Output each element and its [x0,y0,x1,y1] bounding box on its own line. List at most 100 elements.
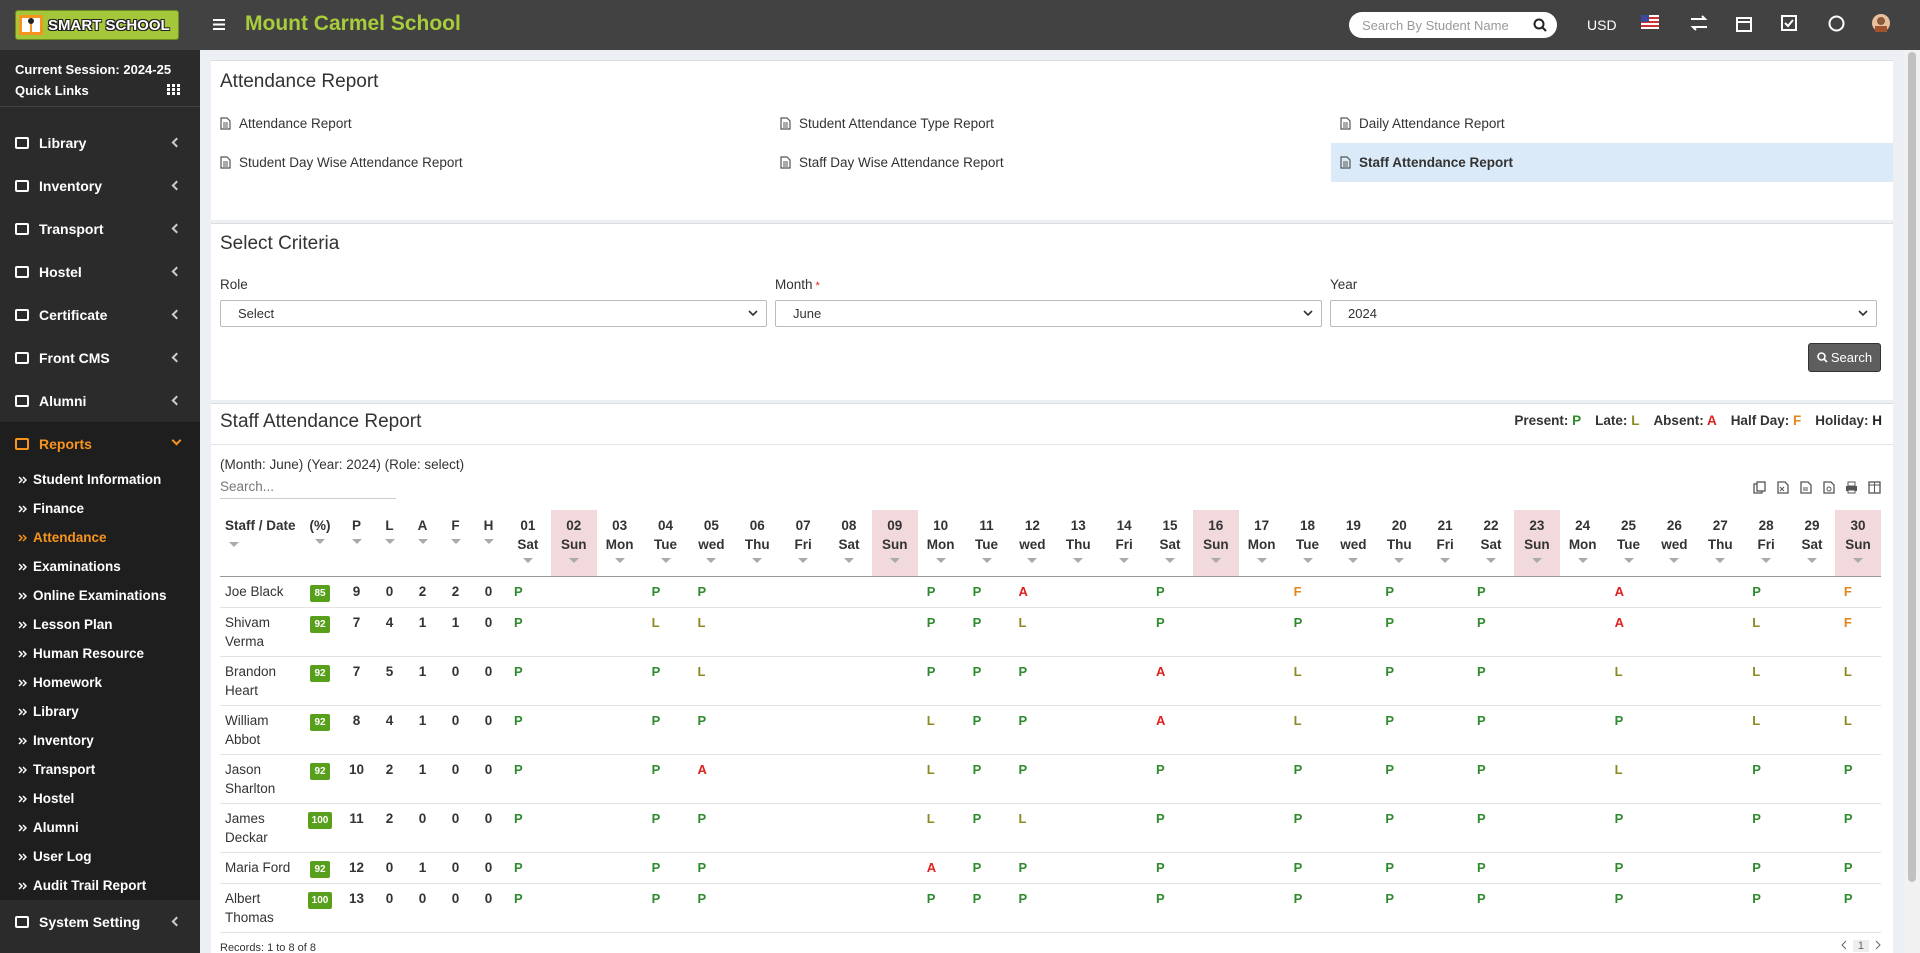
prev-page[interactable] [1841,940,1847,950]
submenu-item[interactable]: Online Examinations [0,581,200,610]
report-link[interactable]: Attendance Report [211,104,771,143]
submenu-item[interactable]: Finance [0,494,200,523]
day-header[interactable]: 05 wed [688,510,735,577]
menu-item[interactable]: Inventory [0,164,200,207]
user-avatar[interactable] [1872,14,1890,32]
day-header[interactable]: 04 Tue [642,510,689,577]
column-header[interactable]: (%) [300,510,340,577]
submenu-item[interactable]: Lesson Plan [0,610,200,639]
scrollbar[interactable] [1904,50,1920,953]
day-header[interactable]: 02 Sun [550,510,597,577]
day-header[interactable]: 27 Thu [1697,510,1744,577]
day-header[interactable]: 08 Sat [826,510,872,577]
column-header[interactable]: Staff / Date [220,510,300,577]
submenu-item[interactable]: Transport [0,755,200,784]
menu-toggle[interactable] [213,19,225,30]
student-search[interactable]: Search By Student Name [1349,12,1557,38]
menu-item[interactable]: Alumni [0,379,200,422]
report-link[interactable]: Student Day Wise Attendance Report [211,143,771,182]
day-header[interactable]: 24 Mon [1559,510,1606,577]
day-header[interactable]: 03 Mon [596,510,643,577]
task-icon[interactable] [1781,15,1797,31]
day-header[interactable]: 26 wed [1651,510,1698,577]
submenu-item[interactable]: User Log [0,842,200,871]
menu-item[interactable]: Front CMS [0,336,200,379]
menu-item[interactable]: Reports [0,422,200,465]
scroll-thumb[interactable] [1908,52,1916,882]
table-search[interactable]: Search... [220,479,396,499]
page-number[interactable]: 1 [1852,940,1869,952]
menu-item[interactable]: Certificate [0,293,200,336]
excel-button[interactable] [1776,481,1789,494]
column-header[interactable]: H [472,510,505,577]
day-header[interactable]: 20 Thu [1376,510,1423,577]
menu-item[interactable]: System Setting [0,900,200,943]
column-header[interactable]: L [373,510,406,577]
column-header[interactable]: F [439,510,472,577]
select[interactable]: Select [220,300,767,327]
print-button[interactable] [1845,481,1858,494]
day-header[interactable]: 22 Sat [1468,510,1514,577]
switch-icon[interactable] [1690,15,1708,31]
select[interactable]: June [775,300,1322,327]
language-flag[interactable] [1641,15,1659,29]
menu-item[interactable]: Transport [0,207,200,250]
search-button[interactable]: Search [1808,343,1881,372]
submenu-item[interactable]: Library [0,697,200,726]
submenu-item[interactable]: Attendance [0,523,200,552]
day-header[interactable]: 14 Fri [1101,510,1148,577]
day-header[interactable]: 10 Mon [917,510,964,577]
day-header[interactable]: 17 Mon [1238,510,1285,577]
attendance-mark: F [1293,583,1302,599]
day-header[interactable]: 06 Thu [734,510,781,577]
select[interactable]: 2024 [1330,300,1877,327]
day-header[interactable]: 11 Tue [963,510,1010,577]
report-link[interactable]: Staff Attendance Report [1331,143,1893,182]
day-header[interactable]: 13 Thu [1055,510,1102,577]
day-header[interactable]: 29 Sat [1789,510,1835,577]
report-link[interactable]: Staff Day Wise Attendance Report [771,143,1331,182]
column-header[interactable]: P [340,510,373,577]
day-header[interactable]: 28 Fri [1743,510,1790,577]
search-icon[interactable] [1533,18,1547,32]
submenu-item[interactable]: Alumni [0,813,200,842]
count-cell: 0 [439,803,472,853]
report-link[interactable]: Student Attendance Type Report [771,104,1331,143]
day-header[interactable]: 30 Sun [1834,510,1881,577]
columns-button[interactable] [1868,481,1881,494]
sort-icon [1256,558,1267,563]
day-header[interactable]: 12 wed [1009,510,1056,577]
day-cell: P [917,607,964,657]
calendar-icon[interactable] [1736,15,1752,32]
pdf-button[interactable] [1822,481,1835,494]
submenu-item[interactable]: Human Resource [0,639,200,668]
menu-item[interactable]: Hostel [0,250,200,293]
day-header[interactable]: 15 Sat [1147,510,1193,577]
column-header[interactable]: A [406,510,439,577]
day-header[interactable]: 21 Fri [1422,510,1469,577]
day-header[interactable]: 25 Tue [1605,510,1652,577]
day-header[interactable]: 18 Tue [1284,510,1331,577]
report-link[interactable]: Daily Attendance Report [1331,104,1893,143]
day-header[interactable]: 23 Sun [1513,510,1560,577]
next-page[interactable] [1875,940,1881,950]
csv-button[interactable] [1799,481,1812,494]
currency[interactable]: USD [1587,17,1617,33]
whatsapp-icon[interactable] [1828,15,1845,32]
quick-links[interactable]: Quick Links [15,83,89,98]
submenu-item[interactable]: Inventory [0,726,200,755]
submenu-item[interactable]: Homework [0,668,200,697]
submenu-item[interactable]: Hostel [0,784,200,813]
logo[interactable]: SMART SCHOOL [15,10,179,40]
day-header[interactable]: 07 Fri [780,510,827,577]
quick-links-icon[interactable] [167,84,180,95]
day-header[interactable]: 16 Sun [1192,510,1239,577]
submenu-item[interactable]: Audit Trail Report [0,871,200,900]
menu-item[interactable]: Library [0,121,200,164]
day-header[interactable]: 09 Sun [871,510,918,577]
submenu-item[interactable]: Examinations [0,552,200,581]
submenu-item[interactable]: Student Information [0,465,200,494]
copy-button[interactable] [1753,481,1766,494]
day-header[interactable]: 19 wed [1330,510,1377,577]
day-header[interactable]: 01 Sat [505,510,551,577]
